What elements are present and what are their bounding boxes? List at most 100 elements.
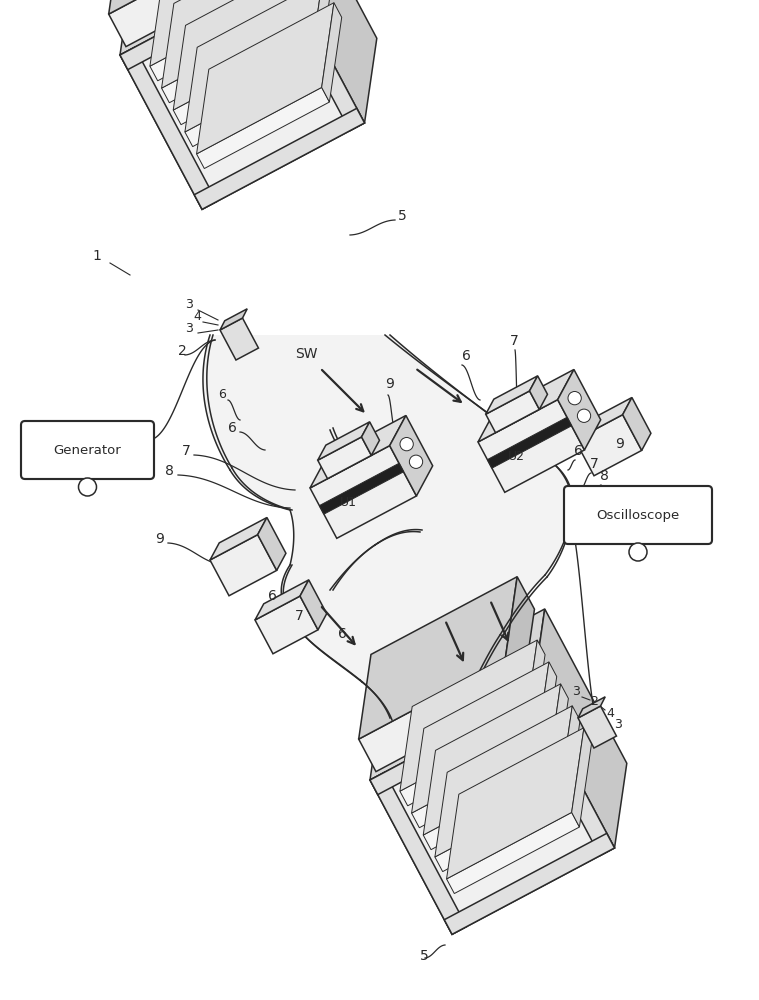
Polygon shape xyxy=(120,0,290,70)
Text: 7: 7 xyxy=(182,444,191,458)
Text: 9: 9 xyxy=(615,437,624,451)
Text: 5: 5 xyxy=(420,949,429,963)
Text: 3: 3 xyxy=(185,322,193,335)
Polygon shape xyxy=(173,44,306,125)
Polygon shape xyxy=(120,0,364,209)
Polygon shape xyxy=(150,0,288,66)
Polygon shape xyxy=(411,747,544,828)
Text: 4: 4 xyxy=(193,310,201,323)
Polygon shape xyxy=(120,47,216,209)
Polygon shape xyxy=(359,661,522,772)
Polygon shape xyxy=(298,0,318,58)
Polygon shape xyxy=(400,640,537,791)
Polygon shape xyxy=(220,318,259,360)
Polygon shape xyxy=(533,609,627,848)
Text: 8: 8 xyxy=(165,464,174,478)
Text: 3: 3 xyxy=(572,685,580,698)
Polygon shape xyxy=(109,0,267,14)
Polygon shape xyxy=(320,463,404,514)
Polygon shape xyxy=(446,728,584,879)
Polygon shape xyxy=(518,694,615,856)
Polygon shape xyxy=(197,3,334,154)
FancyBboxPatch shape xyxy=(564,486,712,544)
Circle shape xyxy=(409,455,423,468)
Polygon shape xyxy=(162,22,294,103)
Polygon shape xyxy=(537,662,557,761)
Polygon shape xyxy=(446,812,579,894)
Polygon shape xyxy=(318,422,370,460)
Polygon shape xyxy=(578,706,616,748)
Text: 3: 3 xyxy=(614,718,622,731)
Polygon shape xyxy=(478,400,584,492)
Polygon shape xyxy=(210,535,277,596)
Text: 6: 6 xyxy=(338,627,347,641)
Polygon shape xyxy=(622,398,651,450)
Text: 6: 6 xyxy=(462,349,471,363)
Polygon shape xyxy=(575,415,641,476)
Text: 2: 2 xyxy=(590,695,598,708)
Text: 6: 6 xyxy=(268,589,277,603)
Text: Generator: Generator xyxy=(54,444,121,456)
Text: 9: 9 xyxy=(385,377,394,391)
Polygon shape xyxy=(282,0,376,123)
Circle shape xyxy=(400,437,414,451)
Text: 9: 9 xyxy=(155,532,164,546)
Polygon shape xyxy=(424,769,556,850)
Polygon shape xyxy=(287,0,307,36)
Text: 3: 3 xyxy=(185,298,193,311)
Polygon shape xyxy=(109,0,272,47)
Text: 7: 7 xyxy=(295,609,304,623)
Polygon shape xyxy=(578,697,605,718)
Polygon shape xyxy=(370,694,540,795)
Circle shape xyxy=(629,543,647,561)
Text: 6: 6 xyxy=(228,421,237,435)
Polygon shape xyxy=(530,376,547,409)
Polygon shape xyxy=(255,580,309,620)
Polygon shape xyxy=(478,369,574,442)
Polygon shape xyxy=(194,108,364,209)
Polygon shape xyxy=(370,694,615,934)
Text: 8: 8 xyxy=(600,469,609,483)
Polygon shape xyxy=(370,609,545,780)
Polygon shape xyxy=(361,422,380,455)
Text: 6: 6 xyxy=(574,444,583,458)
Circle shape xyxy=(568,391,581,405)
Polygon shape xyxy=(389,415,433,496)
Polygon shape xyxy=(257,518,286,570)
Text: 5: 5 xyxy=(398,209,407,223)
Polygon shape xyxy=(310,0,330,80)
Text: 1: 1 xyxy=(92,249,101,263)
Polygon shape xyxy=(210,518,267,560)
Polygon shape xyxy=(505,577,534,694)
Text: Oscilloscope: Oscilloscope xyxy=(597,508,679,522)
Circle shape xyxy=(78,478,96,496)
Polygon shape xyxy=(220,309,247,330)
Text: 7: 7 xyxy=(590,457,599,471)
Polygon shape xyxy=(486,376,537,414)
Polygon shape xyxy=(185,0,323,132)
Polygon shape xyxy=(444,833,615,934)
Polygon shape xyxy=(185,65,318,147)
Polygon shape xyxy=(268,0,364,131)
Polygon shape xyxy=(203,335,573,722)
Polygon shape xyxy=(435,706,572,857)
Polygon shape xyxy=(558,369,600,450)
Polygon shape xyxy=(548,684,568,783)
Polygon shape xyxy=(310,446,417,538)
Text: 7: 7 xyxy=(510,334,518,348)
Text: 6: 6 xyxy=(218,388,226,401)
Polygon shape xyxy=(575,398,632,440)
Polygon shape xyxy=(162,0,299,88)
Polygon shape xyxy=(150,0,283,81)
Polygon shape xyxy=(486,391,540,433)
Polygon shape xyxy=(572,728,592,827)
Polygon shape xyxy=(322,3,342,102)
Polygon shape xyxy=(487,417,572,468)
Polygon shape xyxy=(525,640,545,739)
Polygon shape xyxy=(400,725,533,806)
Text: U1: U1 xyxy=(340,496,357,509)
Polygon shape xyxy=(310,415,406,488)
Polygon shape xyxy=(359,577,517,739)
Polygon shape xyxy=(318,437,371,479)
Text: SW: SW xyxy=(295,347,317,361)
